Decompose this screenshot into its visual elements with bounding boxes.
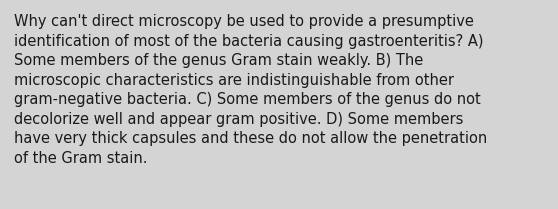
Text: Why can't direct microscopy be used to provide a presumptive
identification of m: Why can't direct microscopy be used to p… <box>14 14 487 166</box>
